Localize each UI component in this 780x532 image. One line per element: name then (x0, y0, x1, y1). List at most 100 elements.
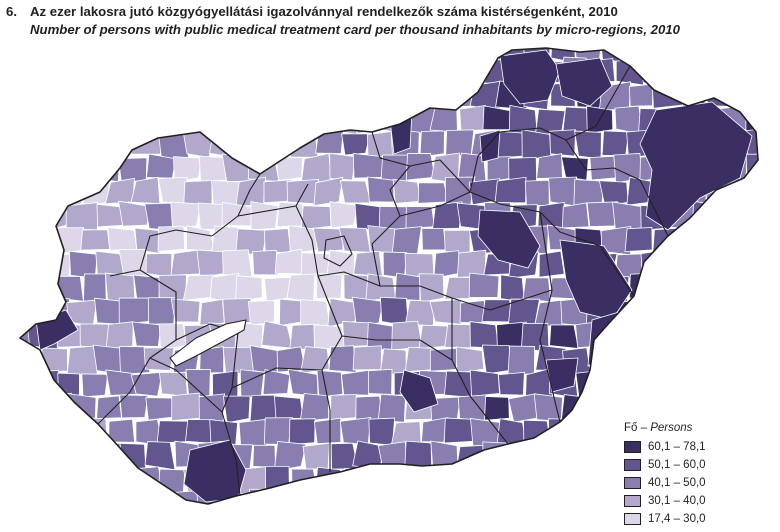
micro-region (222, 346, 255, 374)
micro-region (145, 397, 173, 421)
micro-region (354, 59, 382, 85)
micro-region (524, 179, 550, 207)
micro-region (404, 253, 435, 277)
micro-region (20, 419, 32, 445)
micro-region (523, 419, 552, 447)
micro-region (20, 130, 33, 155)
legend-label: 40,1 – 50,0 (648, 477, 706, 489)
micro-region (615, 58, 645, 86)
micro-region (392, 48, 421, 63)
micro-region (117, 108, 146, 136)
micro-region (419, 467, 449, 495)
micro-region (703, 48, 734, 62)
micro-region (729, 323, 758, 349)
micro-region (95, 490, 122, 504)
micro-region (313, 176, 344, 206)
micro-region (65, 202, 99, 231)
micro-region (20, 441, 47, 467)
micro-region (769, 202, 780, 230)
micro-region (678, 272, 709, 302)
micro-region (394, 272, 421, 301)
legend-label: 50,1 – 60,0 (648, 459, 706, 471)
micro-region (716, 395, 748, 422)
micro-region (536, 153, 563, 179)
micro-region (28, 275, 57, 301)
micro-region (653, 48, 680, 62)
micro-region (79, 323, 111, 349)
legend-unit-hungarian: Fő (624, 422, 638, 434)
micro-region (365, 273, 397, 302)
micro-region (44, 109, 72, 133)
micro-region (315, 130, 344, 155)
micro-region (421, 417, 449, 443)
micro-region (263, 228, 292, 253)
micro-region (418, 324, 450, 350)
country-outline (19, 47, 759, 505)
micro-region (677, 48, 705, 63)
micro-region (316, 369, 344, 398)
micro-region (20, 465, 32, 491)
micro-region (249, 488, 280, 504)
micro-region (329, 394, 358, 421)
micro-region (252, 249, 279, 276)
micro-region (20, 80, 29, 108)
micro-region (481, 344, 512, 375)
micro-region (664, 345, 696, 375)
legend-label: 60,1 – 78,1 (648, 441, 706, 453)
micro-region (470, 464, 498, 491)
micro-region (20, 57, 45, 88)
budapest-border (323, 235, 353, 267)
micro-region (134, 466, 163, 491)
micro-region (273, 105, 305, 135)
micro-region (222, 395, 251, 424)
micro-region (222, 249, 253, 278)
county-border (371, 191, 635, 297)
micro-region (538, 250, 565, 278)
micro-region (69, 442, 97, 471)
micro-region (352, 296, 384, 326)
micro-region (329, 201, 359, 229)
micro-region (119, 442, 147, 469)
micro-region (340, 369, 371, 396)
micro-region (236, 48, 266, 64)
micro-region (482, 105, 512, 131)
micro-region (200, 56, 228, 88)
micro-region (20, 226, 34, 253)
micro-region (418, 273, 445, 303)
micro-region (327, 58, 357, 87)
county-border (139, 229, 213, 271)
micro-region (299, 393, 330, 422)
micro-region (42, 58, 72, 86)
county-border (321, 369, 331, 472)
micro-region-high (555, 57, 613, 107)
micro-region (300, 58, 328, 87)
micro-region (664, 252, 694, 279)
micro-region (28, 48, 58, 59)
micro-region (95, 250, 124, 276)
legend-label: 17,4 – 30,0 (648, 513, 706, 525)
micro-region (689, 250, 721, 279)
micro-region (104, 177, 135, 205)
micro-region (118, 200, 150, 227)
micro-region (482, 441, 514, 468)
micro-region (54, 227, 85, 255)
micro-region (547, 418, 578, 443)
micro-region (82, 84, 109, 110)
micro-region (378, 206, 408, 231)
micro-region (717, 347, 747, 374)
micro-region (249, 344, 280, 375)
micro-region (157, 468, 186, 494)
micro-region (666, 395, 694, 422)
micro-region (473, 48, 500, 63)
legend-item: 17,4 – 30,0 (624, 510, 774, 528)
micro-region (183, 81, 214, 110)
micro-region (300, 299, 331, 326)
micro-region (719, 249, 745, 279)
micro-region (66, 345, 98, 375)
micro-region (771, 297, 780, 327)
map-legend: Fő – Persons 60,1 – 78,1 50,1 – 60,0 40,… (624, 422, 774, 528)
micro-region (625, 370, 658, 398)
micro-region (20, 348, 45, 375)
legend-item: 40,1 – 50,0 (624, 474, 774, 492)
micro-region (83, 273, 107, 303)
